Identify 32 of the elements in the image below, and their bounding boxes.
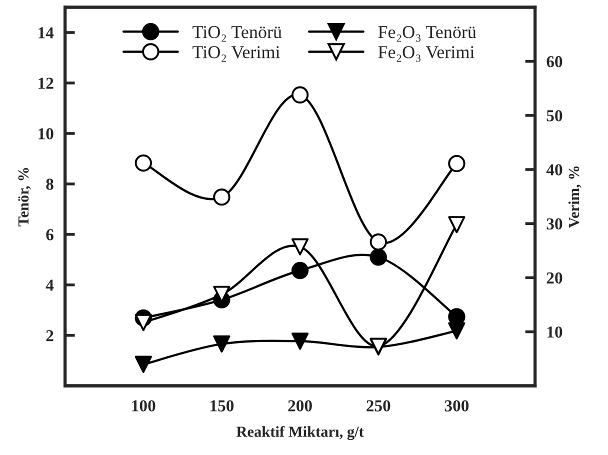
- y-tick-label: 4: [46, 280, 54, 291]
- y-tick-label: 10: [38, 128, 54, 140]
- x-axis-title: Reaktif Miktarı, g/t: [236, 426, 364, 440]
- point: [448, 216, 466, 234]
- point: [213, 335, 230, 353]
- y2-tick-label: 30: [546, 218, 562, 230]
- y-tick-label: 14: [38, 27, 54, 38]
- y2-tick-label: 60: [546, 56, 562, 68]
- y2-tick-label: 20: [546, 272, 562, 284]
- x-tick-label: 250: [366, 400, 390, 412]
- point: [134, 314, 152, 332]
- y-tick-label: 6: [46, 229, 54, 240]
- x-tick-label: 100: [132, 400, 156, 412]
- point: [448, 322, 466, 340]
- legend-label: TiO₂ Verimi: [192, 46, 280, 62]
- legend-label: Fe₂O₃ Tenörü: [378, 26, 476, 42]
- y2-tick-label: 40: [546, 164, 562, 176]
- y-tick-label: 2: [46, 330, 54, 342]
- y2-tick-label: 50: [546, 110, 562, 122]
- legend-label: Fe₂O₃ Verimi: [378, 46, 474, 62]
- x-tick-label: 200: [288, 400, 312, 412]
- point: [291, 238, 309, 256]
- y2-axis-title: Verim, %: [568, 166, 582, 228]
- point: [291, 332, 309, 350]
- y2-tick-label: 10: [547, 326, 562, 338]
- y-tick-label: 8: [46, 178, 54, 190]
- legend-label: TiO₂ Tenörü: [192, 26, 282, 42]
- y-axis-title: Tenör, %: [18, 168, 31, 226]
- x-tick-label: 300: [444, 400, 469, 412]
- point: [134, 356, 152, 373]
- y-tick-label: 12: [38, 78, 54, 89]
- x-tick-label: 150: [210, 400, 234, 412]
